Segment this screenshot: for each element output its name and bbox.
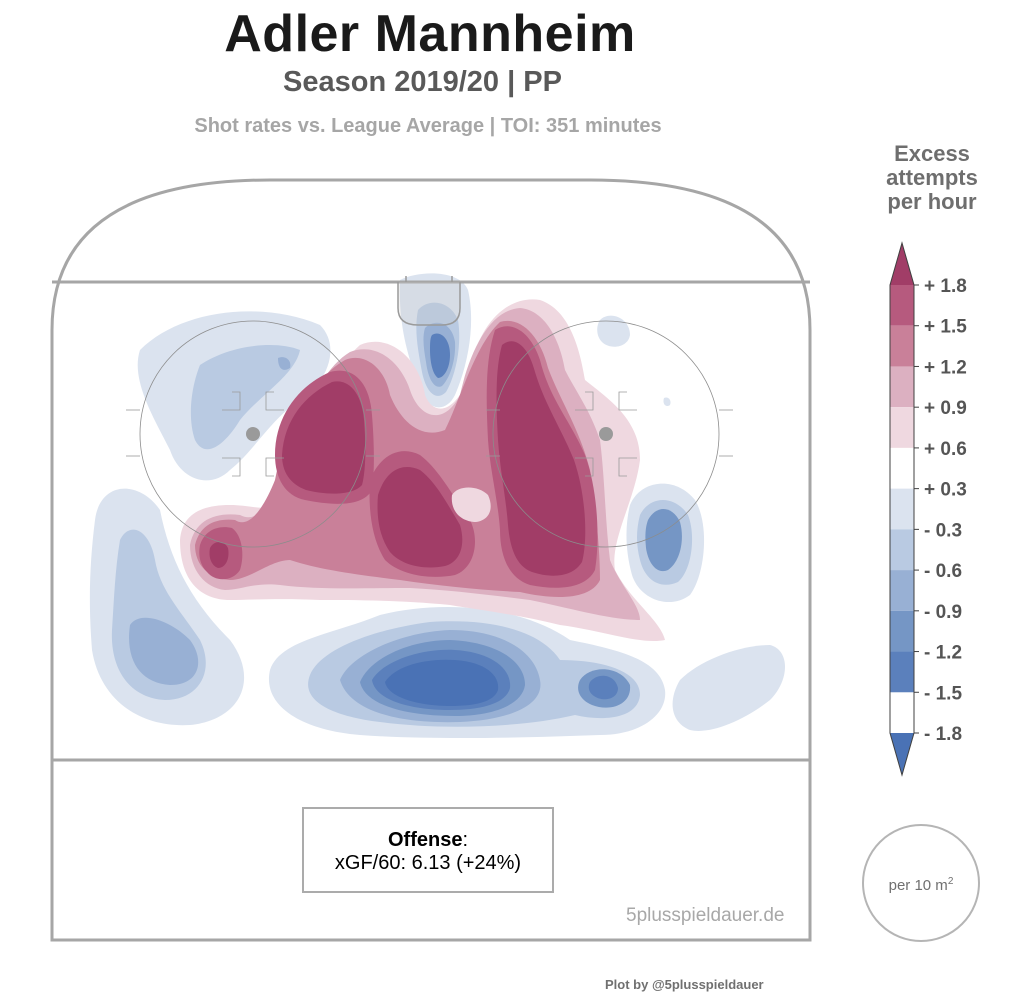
- chart-subtitle: Season 2019/20 | PP: [283, 66, 562, 98]
- colorbar-segment: [890, 488, 914, 530]
- region-left-point: [137, 311, 331, 481]
- legend-colorbar: + 1.8 + 1.5 + 1.2 + 0.9 + 0.6 + 0.3 - 0.3 - 0.6…: [889, 241, 967, 777]
- colorbar-tick-label: - 1.2: [924, 643, 962, 664]
- colorbar-segment: [890, 733, 914, 775]
- unit-note: per 10 m2: [864, 876, 978, 894]
- offense-heading-colon: :: [462, 829, 469, 851]
- offense-stats-box: Offense: xGF/60: 6.13 (+24%): [302, 807, 554, 893]
- offense-xgf-value: xGF/60: 6.13 (+24%): [334, 852, 522, 874]
- unit-note-superscript: 2: [947, 876, 954, 887]
- legend-title-line: attempts: [886, 165, 978, 190]
- colorbar-tick-label: + 0.9: [924, 398, 967, 419]
- colorbar-segment: [890, 243, 914, 285]
- colorbar-tick-label: - 1.5: [924, 683, 962, 704]
- region-right-circle-edge: [626, 483, 705, 603]
- colorbar-tick-label: - 0.6: [924, 561, 962, 582]
- chart-caption: Shot rates vs. League Average | TOI: 351…: [194, 115, 662, 137]
- watermark: 5plusspieldauer.de: [626, 905, 785, 926]
- offense-heading: Offense:: [304, 829, 552, 851]
- unit-reference-circle: per 10 m2: [862, 824, 980, 942]
- colorbar-tick-label: + 0.3: [924, 480, 967, 501]
- colorbar-tick-label: + 1.2: [924, 357, 967, 378]
- region-slot-complex: [180, 299, 665, 642]
- colorbar-tick-label: - 0.3: [924, 520, 962, 541]
- region-left-wing: [89, 488, 245, 726]
- heatmap: [89, 273, 785, 739]
- colorbar-tick-label: + 1.5: [924, 317, 967, 338]
- colorbar-tick-label: + 0.6: [924, 439, 967, 460]
- colorbar-segment: [890, 366, 914, 408]
- colorbar-segment: [890, 651, 914, 693]
- colorbar-segment: [890, 570, 914, 611]
- legend-title: Excess attempts per hour: [862, 142, 1002, 214]
- colorbar-segment: [890, 447, 914, 489]
- region-high-slot: [268, 607, 666, 739]
- legend-title-line: Excess: [894, 141, 970, 166]
- credit-footer: Plot by @5plusspieldauer: [605, 977, 764, 992]
- colorbar-tick-label: - 1.8: [924, 724, 962, 745]
- colorbar-segment: [890, 610, 914, 652]
- unit-note-text: per 10 m: [888, 877, 948, 894]
- colorbar-segment: [890, 529, 914, 571]
- rink-lines: [50, 178, 812, 942]
- colorbar-tick-label: + 1.8: [924, 276, 967, 297]
- offense-heading-label: Offense: [387, 829, 463, 851]
- legend-title-line: per hour: [887, 189, 977, 214]
- region-right-boards: [597, 315, 785, 731]
- colorbar-tick-label: - 0.9: [924, 602, 962, 623]
- colorbar-segment: [890, 285, 914, 326]
- colorbar-segment: [890, 407, 914, 448]
- colorbar-segment: [890, 325, 914, 367]
- chart-title: Adler Mannheim: [224, 5, 636, 63]
